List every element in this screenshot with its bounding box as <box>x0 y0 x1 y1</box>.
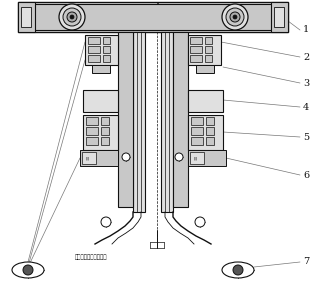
Circle shape <box>195 217 205 227</box>
Bar <box>18 2 35 32</box>
Text: 4: 4 <box>303 103 309 112</box>
Bar <box>101 127 109 135</box>
Bar <box>190 37 202 44</box>
Circle shape <box>67 12 77 22</box>
Bar <box>205 46 212 53</box>
Circle shape <box>233 15 237 19</box>
Bar <box>206 127 214 135</box>
Bar <box>86 117 98 125</box>
Bar <box>190 55 202 62</box>
Bar <box>205 37 212 44</box>
Bar <box>101 137 109 145</box>
Bar <box>30 4 276 30</box>
Bar <box>88 37 100 44</box>
Circle shape <box>101 217 111 227</box>
Bar <box>274 7 284 27</box>
Bar <box>86 137 98 145</box>
Circle shape <box>233 265 243 275</box>
Bar <box>83 90 118 112</box>
Bar <box>191 127 203 135</box>
Text: 6: 6 <box>303 171 309 180</box>
Circle shape <box>59 4 85 30</box>
Bar <box>205 55 212 62</box>
Circle shape <box>23 265 33 275</box>
Circle shape <box>63 8 81 26</box>
Bar <box>133 32 145 212</box>
Bar <box>86 127 98 135</box>
Bar <box>190 152 204 164</box>
Bar <box>88 55 100 62</box>
Bar <box>173 32 188 207</box>
Ellipse shape <box>12 262 44 278</box>
Bar <box>188 150 226 166</box>
Bar <box>85 35 118 65</box>
Bar <box>82 152 96 164</box>
Circle shape <box>70 15 74 19</box>
Ellipse shape <box>222 262 254 278</box>
Bar <box>103 46 110 53</box>
Circle shape <box>122 153 130 161</box>
Text: |||: ||| <box>86 156 90 160</box>
Bar <box>191 117 203 125</box>
Text: |||: ||| <box>194 156 198 160</box>
Text: 7: 7 <box>303 258 309 267</box>
Bar <box>83 115 118 150</box>
Circle shape <box>222 4 248 30</box>
Text: 5: 5 <box>303 132 309 142</box>
Bar <box>101 117 109 125</box>
Bar <box>80 150 118 166</box>
Text: 3: 3 <box>303 79 309 88</box>
Circle shape <box>226 8 244 26</box>
Bar <box>188 90 223 112</box>
Bar <box>206 117 214 125</box>
Bar <box>196 65 214 73</box>
Bar <box>88 46 100 53</box>
Text: 摘穗辊间隙调节示意图: 摘穗辊间隙调节示意图 <box>75 254 107 260</box>
Bar <box>271 2 288 32</box>
Bar <box>118 32 133 207</box>
Bar <box>103 55 110 62</box>
Bar <box>188 115 223 150</box>
Circle shape <box>230 12 240 22</box>
Bar <box>191 137 203 145</box>
Bar <box>92 65 110 73</box>
Bar <box>188 35 221 65</box>
Circle shape <box>175 153 183 161</box>
Bar <box>161 32 173 212</box>
Bar <box>21 7 31 27</box>
Bar <box>103 37 110 44</box>
Bar <box>18 2 288 32</box>
Bar <box>190 46 202 53</box>
Text: 2: 2 <box>303 52 309 62</box>
Bar <box>206 137 214 145</box>
Text: 1: 1 <box>303 25 309 35</box>
